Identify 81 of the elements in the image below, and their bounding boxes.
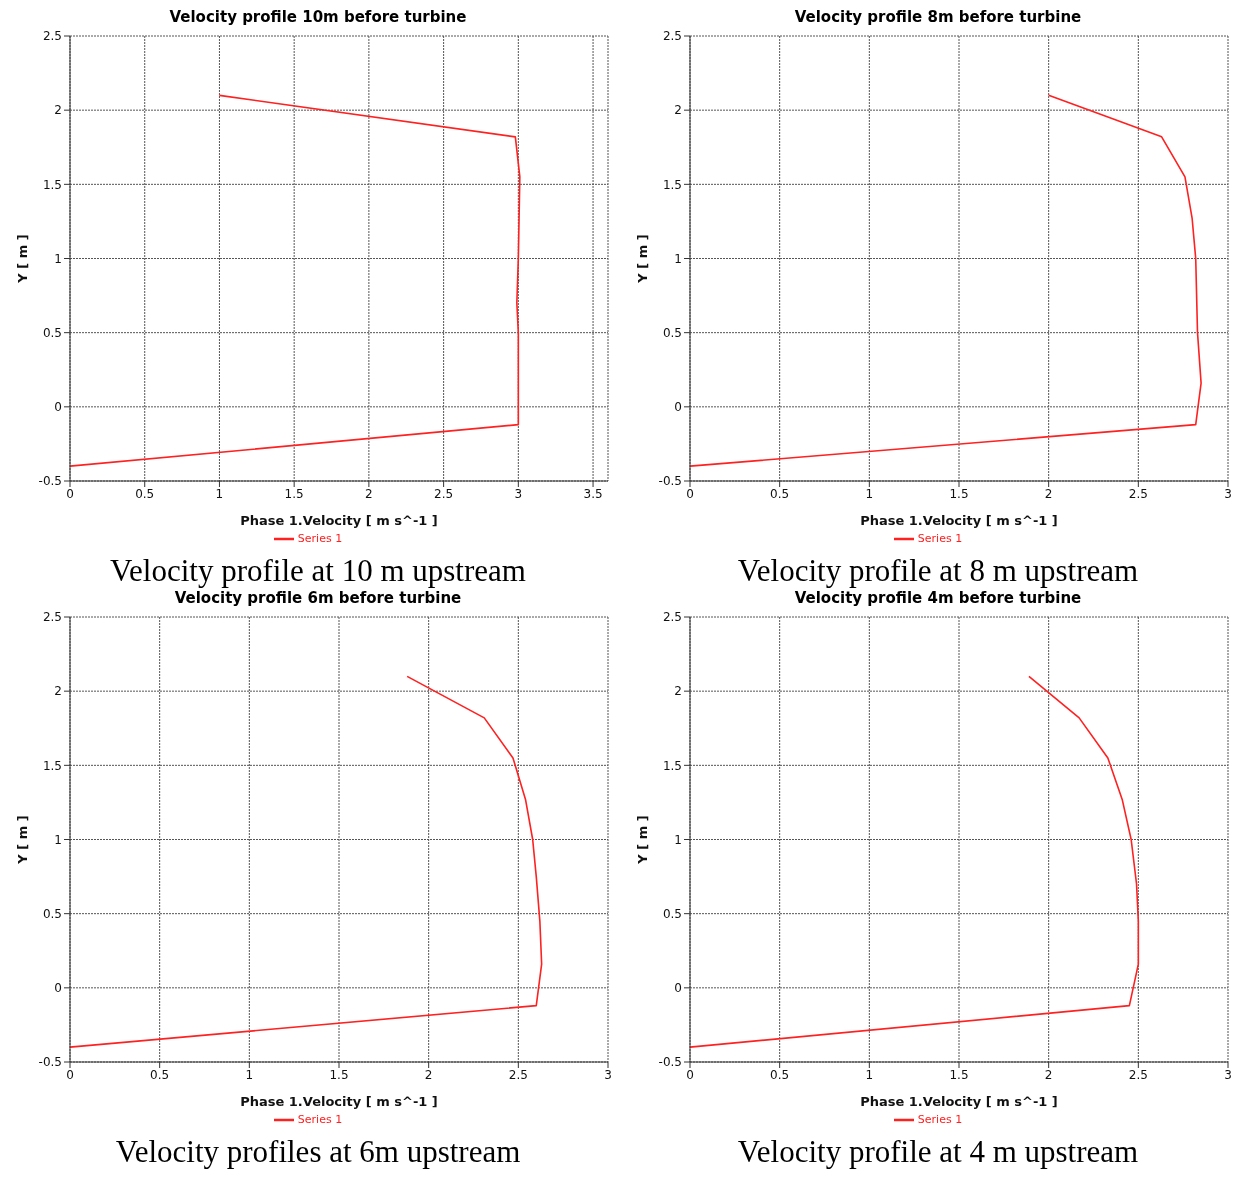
x-tick-label: 2 — [365, 486, 373, 501]
line-series — [690, 94, 1202, 467]
x-tick-label: 1 — [245, 1067, 254, 1082]
x-tick-label: 0 — [686, 1067, 694, 1082]
legend-label: Series 1 — [917, 532, 963, 545]
x-axis-title: Phase 1.Velocity [ m s^-1 ] — [860, 1094, 1058, 1109]
y-axis-title: Y [ m ] — [14, 815, 30, 865]
x-tick-label: 2.5 — [1128, 1067, 1148, 1082]
x-tick-label: 0 — [686, 486, 694, 501]
y-tick-label: 0.5 — [42, 325, 62, 340]
x-tick-label: 0.5 — [770, 486, 790, 501]
x-tick-label: 2.5 — [434, 486, 454, 501]
x-tick-label: 1.5 — [284, 486, 304, 501]
x-tick-label: 3 — [514, 486, 523, 501]
y-tick-label: -0.5 — [38, 1055, 62, 1070]
y-tick-label: -0.5 — [658, 474, 682, 489]
chart-title: Velocity profile 6m before turbine — [174, 589, 462, 609]
x-tick-label: 3 — [604, 1067, 612, 1082]
y-tick-label: -0.5 — [658, 1055, 682, 1070]
y-tick-label: 2.5 — [662, 610, 682, 625]
y-tick-label: 1.5 — [42, 177, 62, 192]
text: Velocity profile at 10 m upstream — [110, 553, 526, 589]
x-axis-title: Phase 1.Velocity [ m s^-1 ] — [860, 513, 1058, 528]
legend-label: Series 1 — [917, 1113, 963, 1126]
line-series — [70, 675, 543, 1048]
x-axis-title: Phase 1.Velocity [ m s^-1 ] — [240, 1094, 438, 1109]
y-tick-label: 2 — [54, 684, 62, 699]
x-tick-label: 3.5 — [583, 486, 603, 501]
x-tick-label: 0.5 — [135, 486, 155, 501]
y-tick-label: 2 — [674, 103, 682, 118]
chart-title: Velocity profile 10m before turbine — [169, 8, 467, 28]
y-axis-title: Y [ m ] — [634, 234, 650, 284]
y-tick-label: -0.5 — [38, 474, 62, 489]
y-tick-label: 0 — [674, 400, 682, 415]
x-tick-label: 2 — [1044, 486, 1053, 501]
x-tick-label: 1 — [865, 1067, 874, 1082]
y-tick-label: 2.5 — [662, 29, 682, 44]
x-tick-label: 1.5 — [329, 1067, 349, 1082]
x-tick-label: 3 — [1224, 486, 1232, 501]
x-tick-label: 0 — [66, 486, 74, 501]
chart-title: Velocity profile 8m before turbine — [794, 8, 1082, 28]
y-tick-label: 1 — [54, 251, 62, 266]
y-tick-label: 1.5 — [662, 177, 682, 192]
x-tick-label: 0.5 — [770, 1067, 790, 1082]
y-axis-title: Y [ m ] — [14, 234, 30, 284]
y-tick-label: 0.5 — [42, 906, 62, 921]
y-tick-label: 0 — [674, 981, 682, 996]
x-tick-label: 3 — [1224, 1067, 1232, 1082]
y-tick-label: 0.5 — [662, 906, 682, 921]
x-tick-label: 1 — [215, 486, 224, 501]
x-tick-label: 0.5 — [150, 1067, 170, 1082]
y-tick-label: 2 — [674, 684, 682, 699]
legend-label: Series 1 — [297, 532, 343, 545]
y-tick-label: 1 — [674, 832, 682, 847]
y-tick-label: 2.5 — [42, 29, 62, 44]
y-tick-label: 0 — [54, 981, 62, 996]
y-axis-title: Y [ m ] — [634, 815, 650, 865]
line-series — [70, 94, 521, 467]
x-tick-label: 2.5 — [508, 1067, 528, 1082]
y-tick-label: 1 — [674, 251, 682, 266]
x-tick-label: 2 — [424, 1067, 433, 1082]
text: Velocity profile at 4 m upstream — [737, 1134, 1139, 1170]
line-series — [690, 675, 1140, 1048]
y-tick-label: 1.5 — [42, 758, 62, 773]
legend-label: Series 1 — [297, 1113, 343, 1126]
y-tick-label: 1.5 — [662, 758, 682, 773]
y-tick-label: 1 — [54, 832, 62, 847]
x-tick-label: 2.5 — [1128, 486, 1148, 501]
x-tick-label: 1 — [865, 486, 874, 501]
y-tick-label: 0.5 — [662, 325, 682, 340]
y-tick-label: 2.5 — [42, 610, 62, 625]
chart-title: Velocity profile 4m before turbine — [794, 589, 1082, 609]
text: Velocity profiles at 6m upstream — [115, 1134, 521, 1170]
x-tick-label: 1.5 — [949, 486, 969, 501]
y-tick-label: 0 — [54, 400, 62, 415]
x-tick-label: 1.5 — [949, 1067, 969, 1082]
x-axis-title: Phase 1.Velocity [ m s^-1 ] — [240, 513, 438, 528]
x-tick-label: 2 — [1044, 1067, 1053, 1082]
text: Velocity profile at 8 m upstream — [737, 553, 1139, 589]
y-tick-label: 2 — [54, 103, 62, 118]
x-tick-label: 0 — [66, 1067, 74, 1082]
